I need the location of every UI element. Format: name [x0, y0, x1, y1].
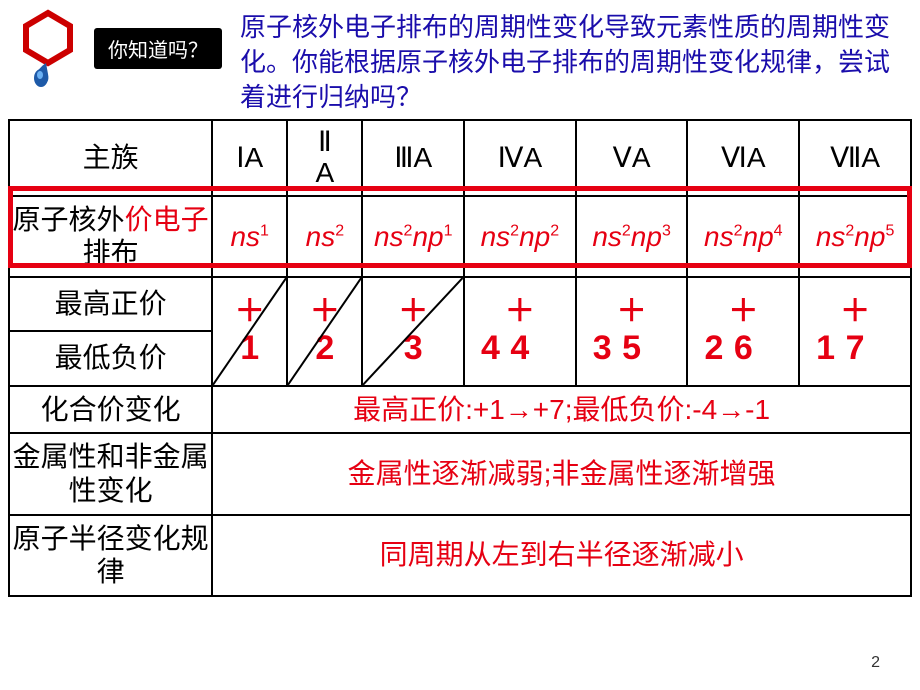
v1: ＋ 1 [212, 277, 287, 386]
vnum3: 3 [365, 331, 461, 365]
radius-text: 同周期从左到右半径逐渐减小 [212, 515, 911, 596]
group-2: ⅡA [287, 120, 362, 196]
electron-5: ns2np3 [576, 196, 688, 277]
vnum4: 44 [467, 331, 573, 365]
vnum5: 53 [579, 331, 685, 365]
v6: ＋ 62 [687, 277, 799, 386]
group-4: ⅣA [464, 120, 576, 196]
col-header-label: 主族 [9, 120, 212, 196]
v4: ＋ 44 [464, 277, 576, 386]
intro-text: 原子核外电子排布的周期性变化导致元素性质的周期性变化。你能根据原子核外电子排布的… [222, 8, 912, 115]
group-5: ⅤA [576, 120, 688, 196]
valence-change-label: 化合价变化 [9, 386, 212, 434]
vnum7: 71 [802, 331, 908, 365]
electron-3: ns2np1 [362, 196, 464, 277]
plus-icon: ＋ [215, 297, 284, 327]
electron-4: ns2np2 [464, 196, 576, 277]
group-7: ⅦA [799, 120, 911, 196]
v7: ＋ 71 [799, 277, 911, 386]
metal-label: 金属性和非金属性变化 [9, 433, 212, 514]
plus-icon: ＋ [802, 297, 908, 327]
plus-icon: ＋ [467, 297, 573, 327]
plus-icon: ＋ [579, 297, 685, 327]
header-row: 主族 ⅠA ⅡA ⅢA ⅣA ⅤA ⅥA ⅦA [9, 120, 911, 196]
main-table: 主族 ⅠA ⅡA ⅢA ⅣA ⅤA ⅥA ⅦA 原子核外价电子排布 ns1 ns… [8, 119, 912, 597]
vnum1: 1 [215, 331, 284, 365]
electron-label-pre: 原子核外 [13, 204, 125, 235]
metal-text: 金属性逐渐减弱;非金属性逐渐增强 [212, 433, 911, 514]
valence-change-row: 化合价变化 最高正价:+1→+7;最低负价:-4→-1 [9, 386, 911, 434]
group-6: ⅥA [687, 120, 799, 196]
plus-icon: ＋ [365, 297, 461, 327]
badge: 你知道吗？ [94, 28, 222, 69]
high-label: 最高正价 [10, 278, 211, 332]
v3: ＋ 3 [362, 277, 464, 386]
electron-label-mid: 价电子 [125, 204, 209, 235]
page-number: 2 [871, 654, 880, 672]
question-mark-icon [8, 8, 88, 88]
radius-label: 原子半径变化规律 [9, 515, 212, 596]
low-label: 最低负价 [10, 332, 211, 384]
electron-2: ns2 [287, 196, 362, 277]
electron-1: ns1 [212, 196, 287, 277]
electron-7: ns2np5 [799, 196, 911, 277]
electron-6: ns2np4 [687, 196, 799, 277]
valence-change-text: 最高正价:+1→+7;最低负价:-4→-1 [212, 386, 911, 434]
vnum2: 2 [290, 331, 359, 365]
plus-icon: ＋ [690, 297, 796, 327]
valence-label: 最高正价 最低负价 [9, 277, 212, 386]
electron-label: 原子核外价电子排布 [9, 196, 212, 277]
v2: ＋ 2 [287, 277, 362, 386]
v5: ＋ 53 [576, 277, 688, 386]
plus-icon: ＋ [290, 297, 359, 327]
group-1: ⅠA [212, 120, 287, 196]
metal-row: 金属性和非金属性变化 金属性逐渐减弱;非金属性逐渐增强 [9, 433, 911, 514]
vnum6: 62 [690, 331, 796, 365]
valence-row: 最高正价 最低负价 ＋ 1 ＋ 2 ＋ 3 ＋ 44 ＋ [9, 277, 911, 386]
electron-label-post: 排布 [83, 237, 139, 268]
logo-area: 你知道吗？ [8, 8, 222, 88]
header: 你知道吗？ 原子核外电子排布的周期性变化导致元素性质的周期性变化。你能根据原子核… [0, 0, 920, 119]
group-3: ⅢA [362, 120, 464, 196]
electron-row: 原子核外价电子排布 ns1 ns2 ns2np1 ns2np2 ns2np3 n… [9, 196, 911, 277]
radius-row: 原子半径变化规律 同周期从左到右半径逐渐减小 [9, 515, 911, 596]
